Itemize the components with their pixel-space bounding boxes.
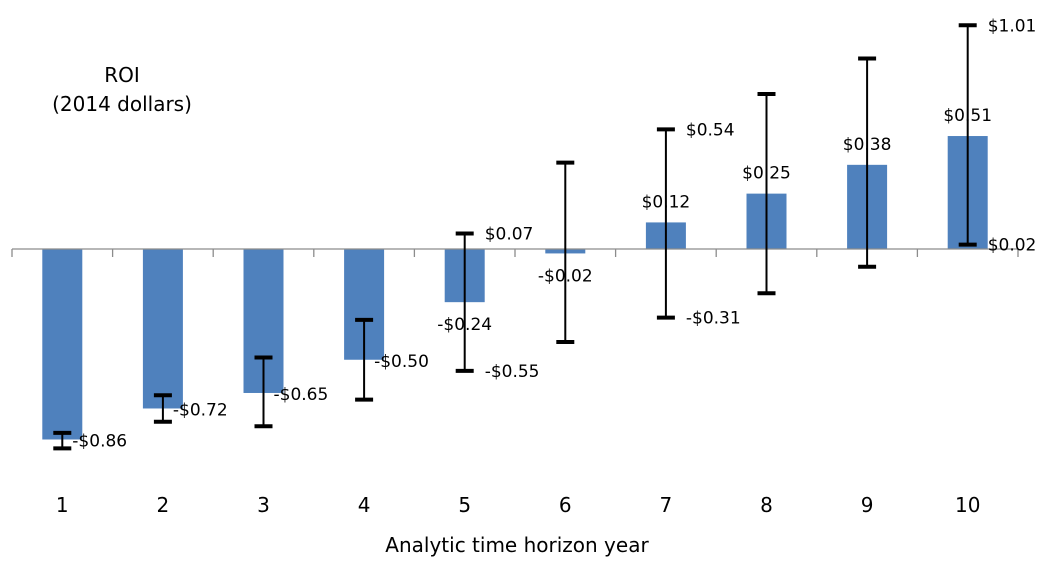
value-label-year-10: $0.51: [943, 106, 992, 126]
error-bound-label: -$0.55: [485, 362, 540, 382]
x-tick-label: 6: [559, 493, 572, 517]
value-label-year-1: -$0.86: [72, 431, 127, 451]
x-tick-label: 5: [458, 493, 471, 517]
value-label-year-8: $0.25: [742, 164, 791, 184]
bars-layer: [42, 136, 988, 440]
value-label-year-3: -$0.65: [274, 385, 329, 405]
error-bound-label: $0.54: [686, 120, 735, 140]
error-bound-label: $0.07: [485, 224, 534, 244]
chart-title: ROI: [104, 63, 140, 87]
value-label-year-9: $0.38: [843, 135, 892, 155]
error-bound-label: $1.01: [988, 16, 1037, 36]
x-tick-label: 2: [157, 493, 170, 517]
bar-year-1: [42, 249, 83, 440]
value-label-year-6: -$0.02: [538, 266, 593, 286]
x-axis-title: Analytic time horizon year: [385, 533, 649, 557]
x-tick-label: 8: [760, 493, 773, 517]
x-tick-label: 1: [56, 493, 69, 517]
error-bound-label: -$0.31: [686, 309, 741, 329]
x-axis: [11, 248, 1019, 257]
x-tick-label: 9: [861, 493, 874, 517]
error-bars-layer: [53, 23, 977, 451]
value-label-year-2: -$0.72: [173, 400, 228, 420]
value-label-year-4: -$0.50: [374, 352, 429, 372]
labels-layer: 1 -$0.86 2 -$0.72 3 -$0.65 4 -$0.50 5 -$0.24 6 -$0.…: [56, 16, 1036, 517]
x-tick-label: 4: [358, 493, 371, 517]
x-tick-label: 3: [257, 493, 270, 517]
value-label-year-7: $0.12: [642, 192, 691, 212]
x-tick-label: 10: [955, 493, 980, 517]
error-bound-label: $0.02: [988, 236, 1037, 256]
bar-year-2: [142, 249, 183, 409]
x-tick-label: 7: [660, 493, 673, 517]
value-label-year-5: -$0.24: [437, 315, 492, 335]
chart-subtitle: (2014 dollars): [52, 92, 192, 116]
